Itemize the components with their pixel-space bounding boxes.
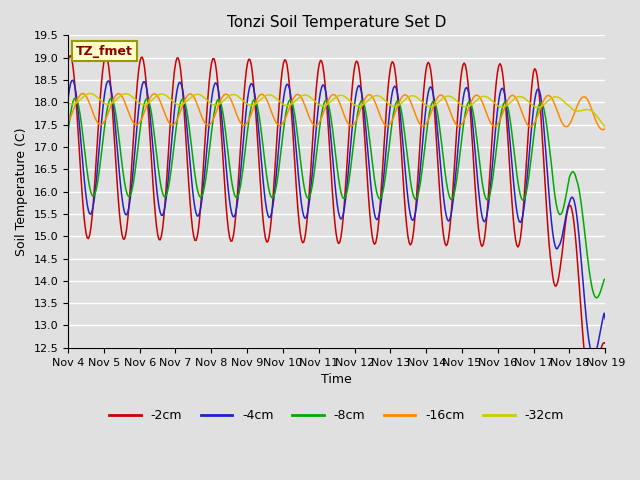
Y-axis label: Soil Temperature (C): Soil Temperature (C) — [15, 127, 28, 256]
Line: -4cm: -4cm — [68, 80, 605, 356]
-16cm — [580, 94, 588, 100]
-16cm — [454, 123, 462, 129]
-32cm — [595, 115, 602, 120]
-16cm — [599, 127, 607, 132]
-4cm — [602, 316, 609, 322]
-8cm — [64, 130, 72, 135]
-2cm — [595, 353, 603, 359]
-4cm — [580, 288, 588, 294]
-2cm — [602, 340, 609, 346]
-2cm — [580, 344, 588, 349]
-32cm — [155, 92, 163, 97]
-2cm — [454, 107, 462, 112]
-8cm — [72, 95, 79, 101]
-2cm — [587, 386, 595, 392]
-16cm — [595, 122, 602, 128]
-8cm — [580, 221, 588, 227]
-32cm — [602, 124, 609, 130]
-32cm — [64, 100, 72, 106]
Line: -16cm: -16cm — [68, 94, 605, 130]
-32cm — [125, 92, 133, 97]
X-axis label: Time: Time — [321, 373, 352, 386]
-8cm — [595, 292, 603, 298]
-32cm — [86, 91, 93, 96]
Line: -8cm: -8cm — [68, 98, 605, 298]
Text: TZ_fmet: TZ_fmet — [76, 45, 133, 58]
-4cm — [454, 144, 462, 150]
-16cm — [125, 111, 133, 117]
-8cm — [155, 170, 163, 176]
-8cm — [602, 276, 609, 282]
-8cm — [125, 194, 133, 200]
-8cm — [593, 295, 601, 301]
-8cm — [368, 157, 376, 163]
Title: Tonzi Soil Temperature Set D: Tonzi Soil Temperature Set D — [227, 15, 446, 30]
-4cm — [155, 204, 163, 209]
-2cm — [155, 237, 163, 242]
-8cm — [454, 166, 462, 172]
-32cm — [368, 95, 376, 100]
-4cm — [368, 193, 376, 199]
-4cm — [125, 204, 133, 209]
-4cm — [69, 77, 77, 83]
-2cm — [67, 53, 74, 59]
-2cm — [64, 59, 72, 64]
Line: -2cm: -2cm — [68, 56, 605, 389]
-16cm — [79, 91, 86, 96]
Legend: -2cm, -4cm, -8cm, -16cm, -32cm: -2cm, -4cm, -8cm, -16cm, -32cm — [104, 404, 569, 427]
-16cm — [368, 94, 376, 99]
-4cm — [595, 334, 603, 339]
-2cm — [125, 202, 133, 207]
-2cm — [368, 232, 376, 238]
Line: -32cm: -32cm — [68, 94, 605, 127]
-4cm — [589, 353, 597, 359]
-16cm — [64, 119, 72, 125]
-4cm — [64, 96, 72, 102]
-16cm — [602, 126, 609, 132]
-32cm — [454, 99, 462, 105]
-16cm — [155, 96, 163, 102]
-32cm — [580, 107, 588, 113]
